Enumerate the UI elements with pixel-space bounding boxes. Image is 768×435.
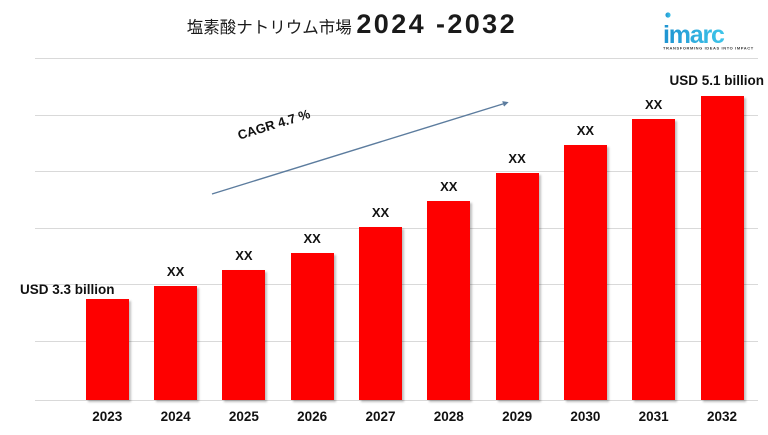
svg-text:TRANSFORMING IDEAS INTO IMPACT: TRANSFORMING IDEAS INTO IMPACT [663,46,754,51]
